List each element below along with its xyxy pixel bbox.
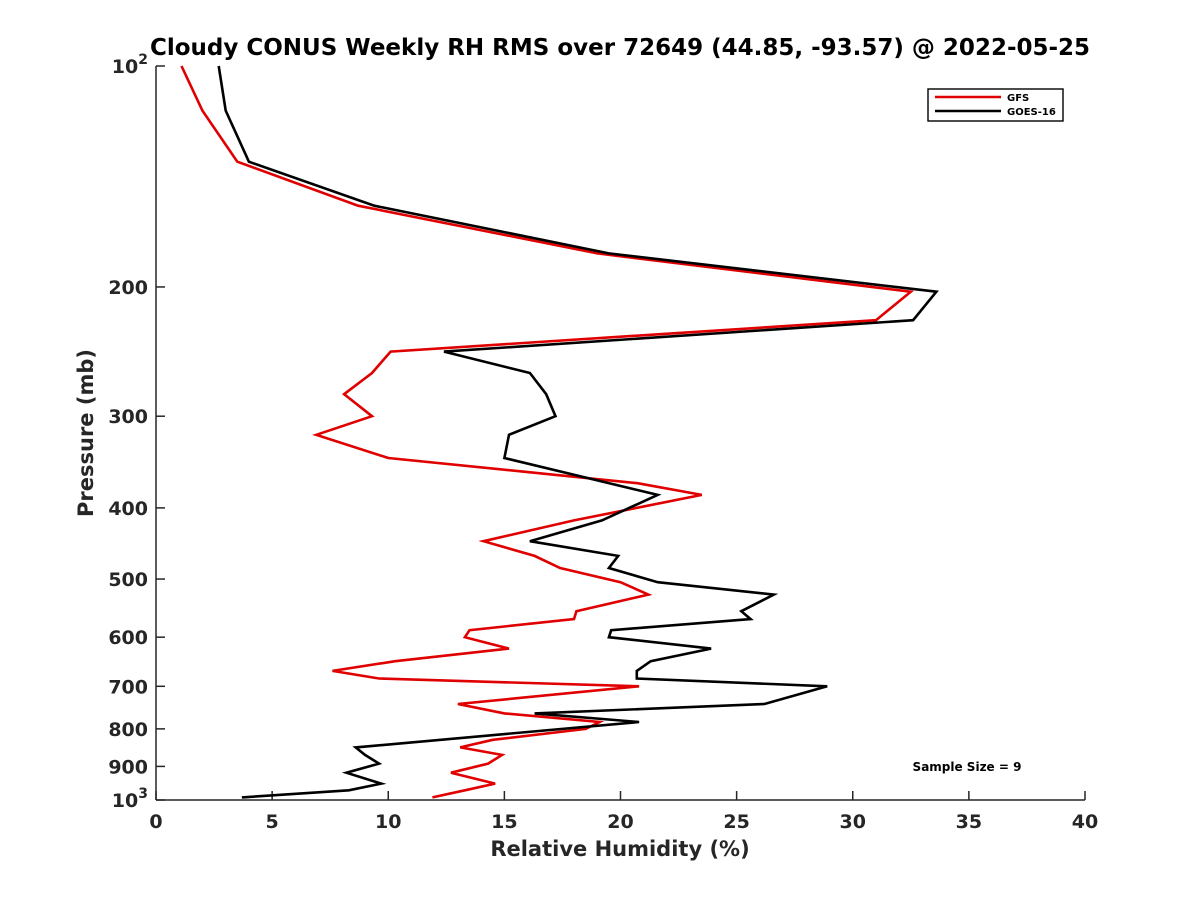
y-tick-label: 200 — [108, 277, 148, 299]
x-axis-label: Relative Humidity (%) — [490, 837, 749, 861]
y-tick-label: 500 — [108, 569, 148, 591]
x-tick-label: 30 — [840, 811, 866, 833]
x-tick-label: 40 — [1072, 811, 1098, 833]
y-tick-label: 102 — [112, 52, 148, 78]
x-tick-label: 5 — [266, 811, 279, 833]
chart-title: Cloudy CONUS Weekly RH RMS over 72649 (4… — [150, 35, 1090, 61]
x-tick-label: 0 — [149, 811, 162, 833]
y-tick-label: 400 — [108, 498, 148, 520]
y-tick-label: 103 — [112, 786, 148, 812]
y-axis-label: Pressure (mb) — [74, 349, 98, 517]
x-tick-label: 25 — [723, 811, 749, 833]
legend: GFS GOES-16 — [927, 88, 1064, 122]
y-tick-label: 300 — [108, 406, 148, 428]
y-tick-label: 900 — [108, 756, 148, 778]
plot-series — [180, 65, 939, 799]
y-tick-label: 600 — [108, 627, 148, 649]
x-tick-label: 10 — [375, 811, 401, 833]
y-tick-label: 700 — [108, 676, 148, 698]
y-tick-label: 800 — [108, 719, 148, 741]
legend-box — [927, 88, 1064, 122]
series-line-goes-16 — [217, 65, 939, 799]
x-tick-label: 15 — [491, 811, 517, 833]
x-tick-label: 20 — [607, 811, 633, 833]
legend-label: GOES-16 — [1007, 107, 1056, 118]
legend-label: GFS — [1007, 93, 1029, 104]
axes: 0 5 10 15 20 25 30 35 40 102 200 300 400 500 600 700 800… — [108, 52, 1098, 833]
sample-size-annotation: Sample Size = 9 — [913, 760, 1022, 774]
series-line-gfs — [180, 65, 914, 799]
x-tick-label: 35 — [956, 811, 982, 833]
